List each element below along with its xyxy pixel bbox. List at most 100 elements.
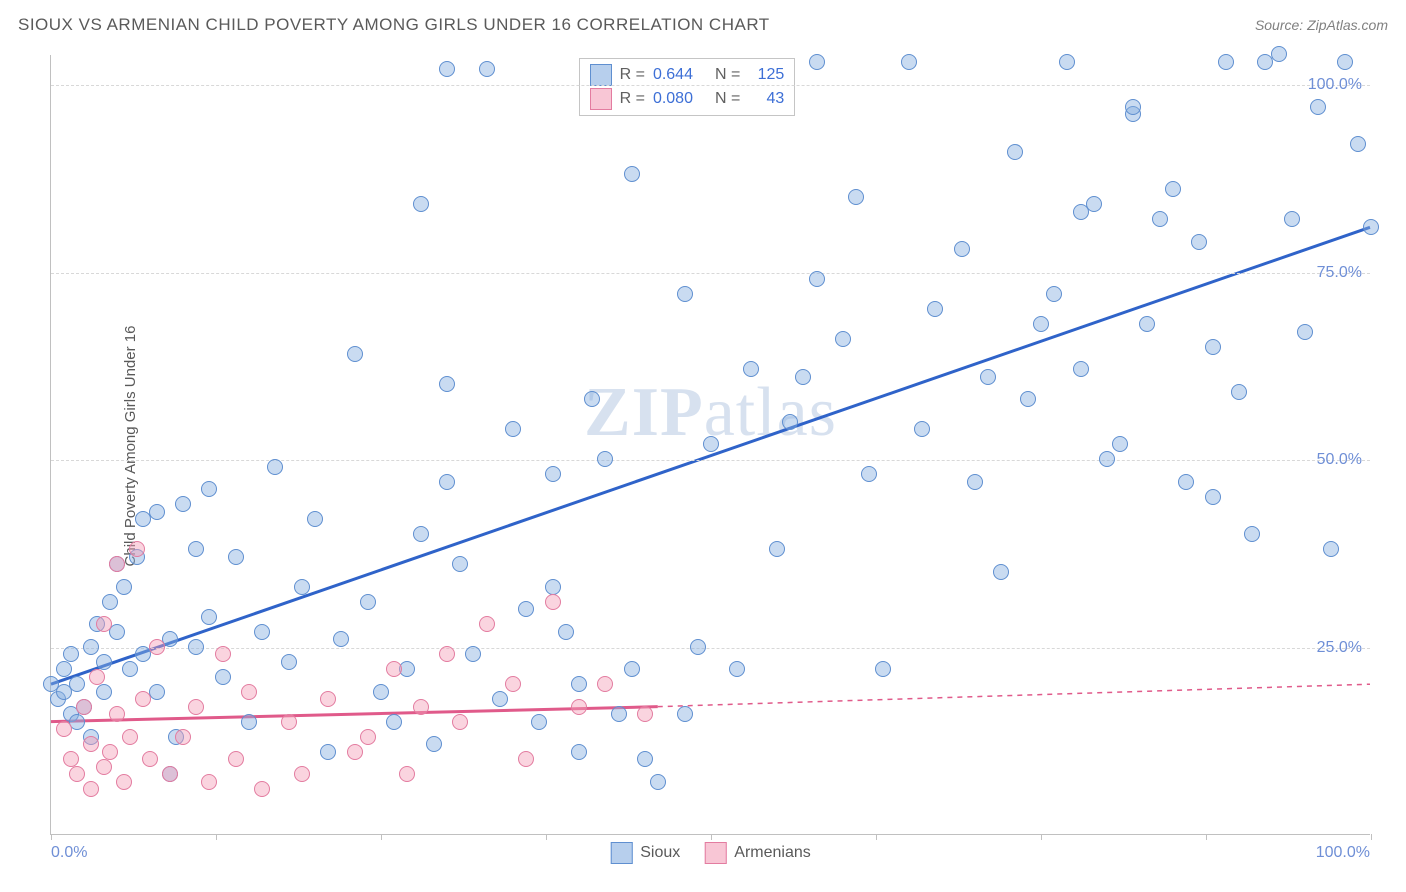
data-point [875,661,891,677]
data-point [109,556,125,572]
data-point [56,721,72,737]
gridline [51,460,1370,461]
data-point [96,654,112,670]
data-point [294,766,310,782]
gridline [51,273,1370,274]
data-point [63,646,79,662]
data-point [56,661,72,677]
data-point [624,661,640,677]
data-point [162,766,178,782]
data-point [545,579,561,595]
data-point [545,466,561,482]
data-point [413,196,429,212]
data-point [96,684,112,700]
data-point [1139,316,1155,332]
legend-r-value: 0.644 [653,63,707,87]
data-point [531,714,547,730]
data-point [1271,46,1287,62]
scatter-chart: ZIPatlas R =0.644N =125R =0.080N =43 Sio… [50,55,1370,835]
data-point [333,631,349,647]
data-point [1125,99,1141,115]
x-tick-label: 100.0% [1316,844,1370,862]
data-point [102,744,118,760]
legend-r-value: 0.080 [653,87,707,111]
data-point [267,459,283,475]
data-point [1205,489,1221,505]
data-point [597,676,613,692]
data-point [637,706,653,722]
data-point [439,376,455,392]
x-tick [216,834,217,840]
data-point [1363,219,1379,235]
data-point [479,61,495,77]
data-point [188,639,204,655]
data-point [901,54,917,70]
data-point [584,391,600,407]
data-point [1231,384,1247,400]
data-point [188,541,204,557]
legend-swatch [704,842,726,864]
data-point [89,669,105,685]
page-header: SIOUX VS ARMENIAN CHILD POVERTY AMONG GI… [0,0,1406,50]
x-tick [711,834,712,840]
data-point [505,676,521,692]
data-point [413,699,429,715]
page-title: SIOUX VS ARMENIAN CHILD POVERTY AMONG GI… [18,15,770,35]
x-tick [1041,834,1042,840]
legend-n-value: 125 [748,63,784,87]
data-point [228,549,244,565]
data-point [452,556,468,572]
data-point [373,684,389,700]
data-point [743,361,759,377]
data-point [254,781,270,797]
x-tick-label: 0.0% [51,844,87,862]
data-point [1059,54,1075,70]
legend-swatch [590,88,612,110]
y-tick-label: 100.0% [1308,76,1362,94]
data-point [281,654,297,670]
correlation-legend: R =0.644N =125R =0.080N =43 [579,58,796,116]
data-point [149,639,165,655]
data-point [201,774,217,790]
data-point [571,699,587,715]
data-point [1178,474,1194,490]
data-point [809,54,825,70]
source-attribution: Source: ZipAtlas.com [1255,17,1388,33]
legend-n-value: 43 [748,87,784,111]
data-point [1205,339,1221,355]
data-point [96,616,112,632]
data-point [479,616,495,632]
data-point [241,684,257,700]
data-point [558,624,574,640]
data-point [993,564,1009,580]
x-tick [1371,834,1372,840]
legend-n-label: N = [715,63,740,87]
data-point [1310,99,1326,115]
data-point [307,511,323,527]
data-point [452,714,468,730]
x-tick [51,834,52,840]
data-point [914,421,930,437]
data-point [360,729,376,745]
y-tick-label: 75.0% [1317,264,1362,282]
data-point [1152,211,1168,227]
data-point [1284,211,1300,227]
x-tick [1206,834,1207,840]
data-point [518,751,534,767]
data-point [1297,324,1313,340]
legend-label: Armenians [734,844,810,862]
data-point [1165,181,1181,197]
data-point [927,301,943,317]
data-point [76,699,92,715]
data-point [386,714,402,730]
data-point [347,346,363,362]
data-point [413,526,429,542]
series-legend: SiouxArmenians [610,842,811,864]
data-point [439,474,455,490]
data-point [228,751,244,767]
data-point [83,639,99,655]
data-point [980,369,996,385]
data-point [129,541,145,557]
legend-item: Armenians [704,842,810,864]
data-point [597,451,613,467]
